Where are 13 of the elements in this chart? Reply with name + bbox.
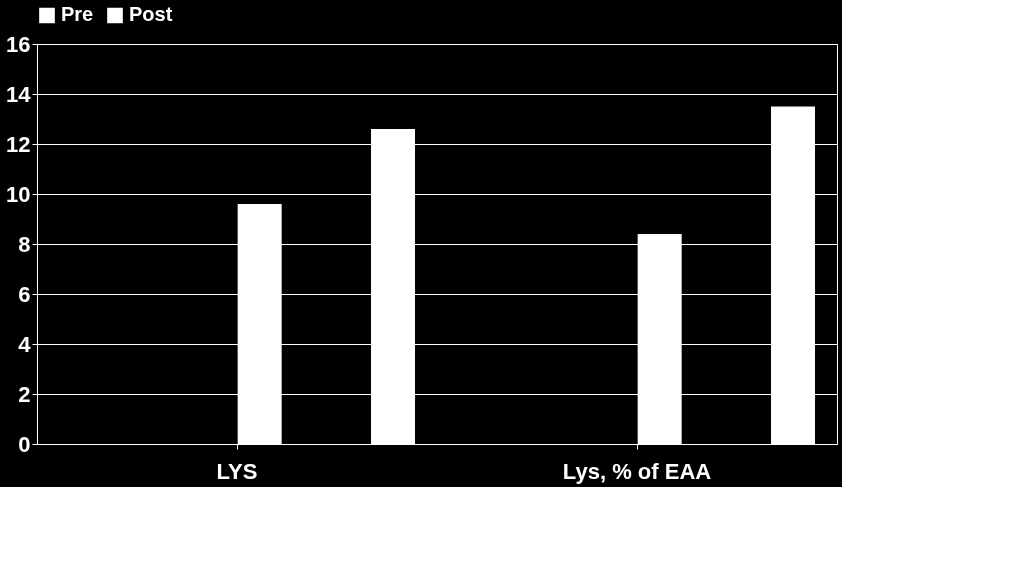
y-tick-label: 8 (18, 231, 31, 257)
y-tick-label: 12 (6, 131, 31, 157)
y-tick-label: 10 (6, 181, 31, 207)
legend-label: Post (129, 3, 173, 26)
y-tick-label: 14 (6, 81, 32, 107)
y-tick-label: 4 (18, 331, 32, 357)
x-tick-label: Lys, % of EAA (562, 458, 712, 484)
y-tick-label: 16 (6, 31, 31, 57)
x-tick-label: LYS (216, 458, 258, 484)
legend-label: Pre (61, 3, 94, 26)
y-tick-label: 2 (18, 381, 31, 407)
y-tick-label: 0 (18, 431, 31, 457)
y-tick-label: 6 (18, 281, 31, 307)
